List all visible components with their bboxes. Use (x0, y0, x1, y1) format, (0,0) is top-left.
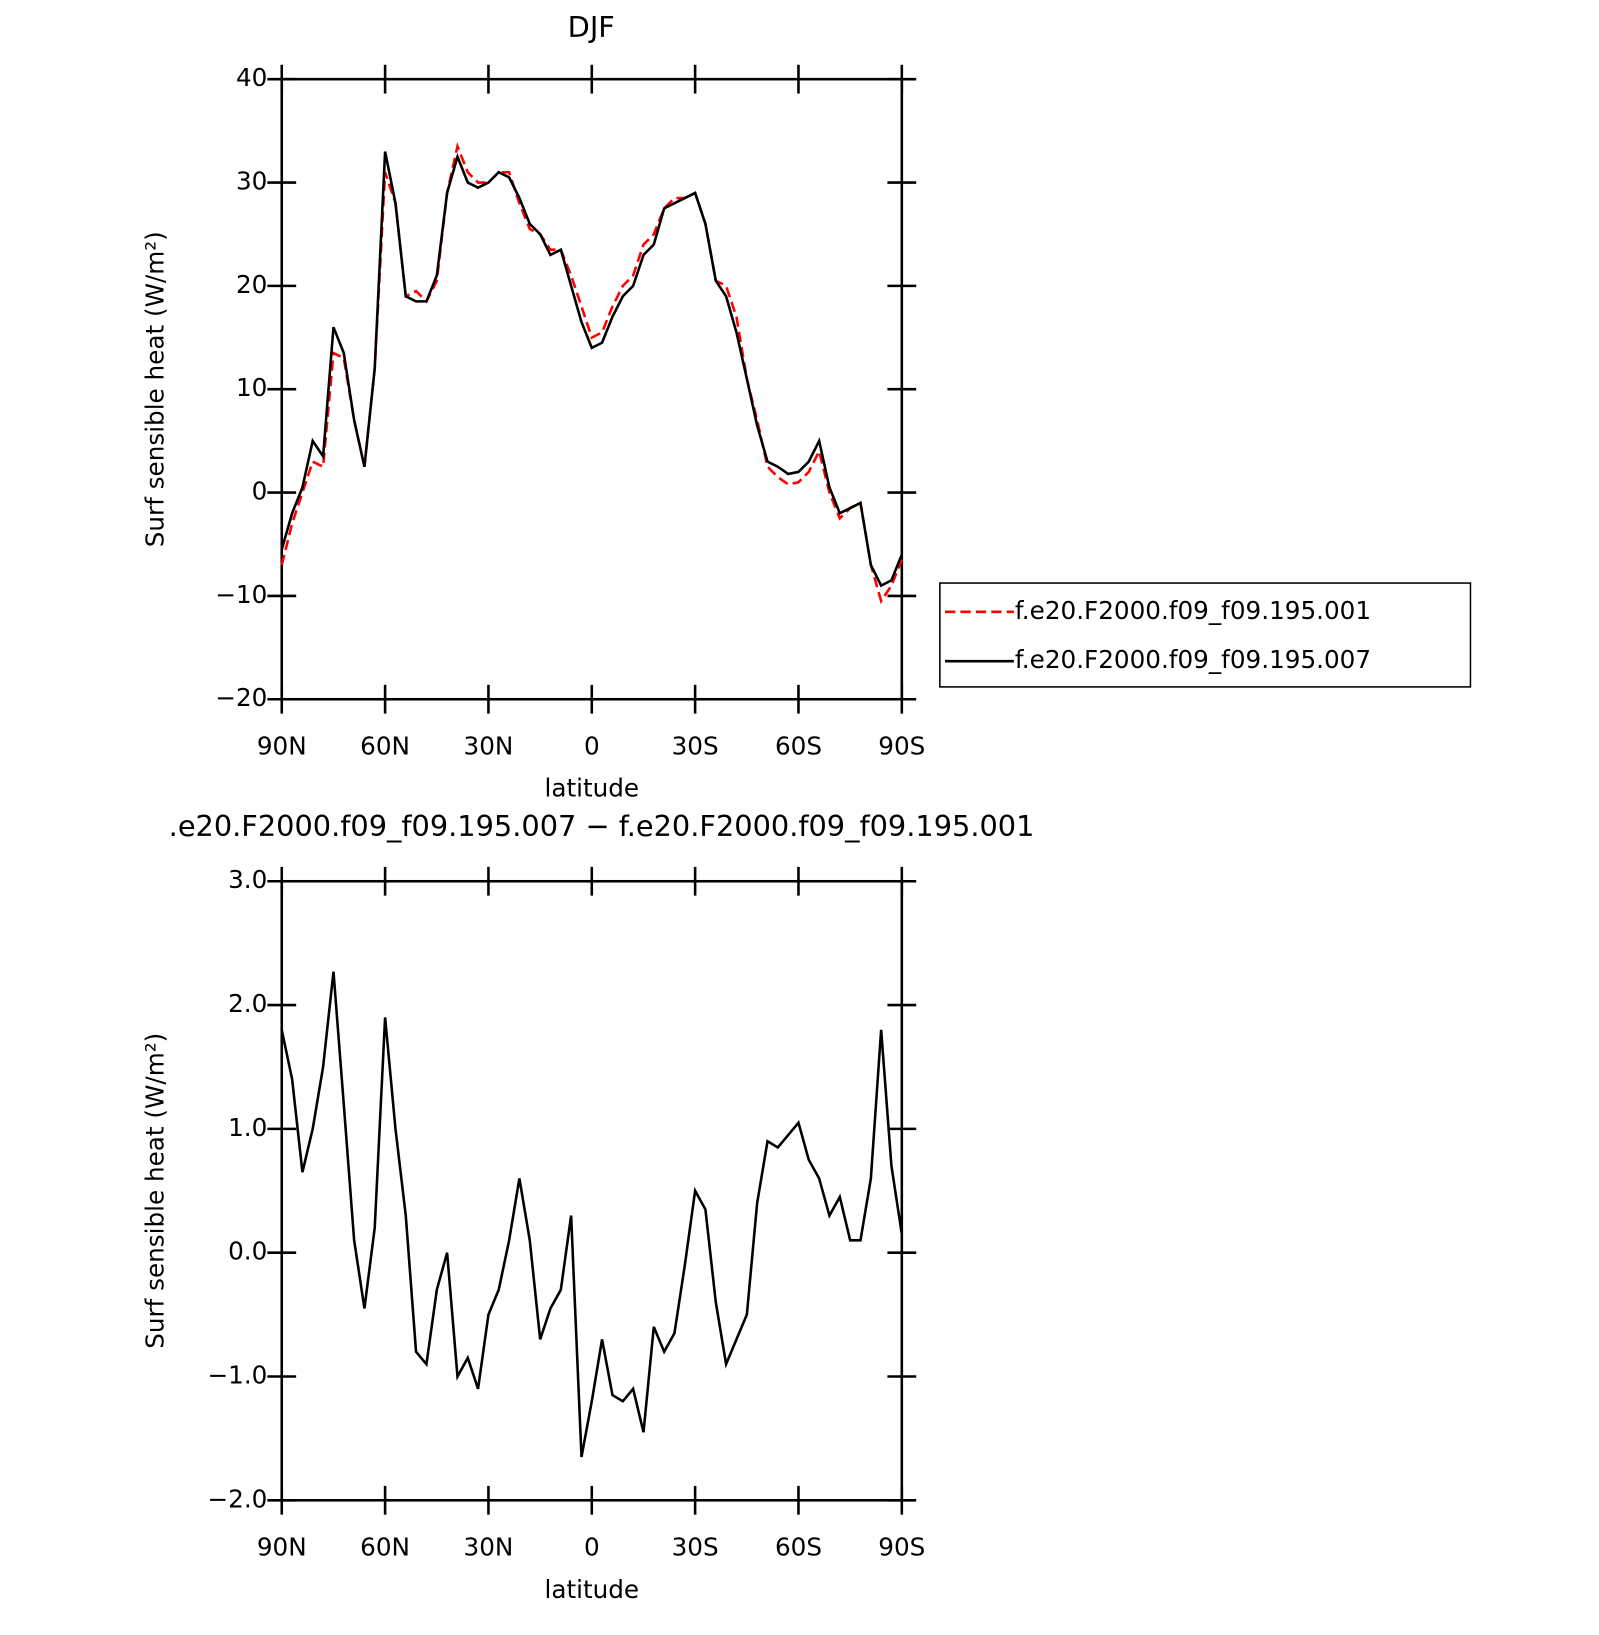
chart-title: .e20.F2000.f09_f09.195.007 − f.e20.F2000… (169, 809, 1035, 843)
x-tick-label: 90S (878, 732, 925, 761)
x-tick-label: 30N (464, 1533, 514, 1562)
x-tick-label: 30S (672, 732, 719, 761)
x-tick-label: 60N (360, 1533, 410, 1562)
x-tick-label: 30S (672, 1533, 719, 1562)
line-series (280, 151, 904, 588)
legend-label: f.e20.F2000.f09_f09.195.007 (1015, 645, 1371, 674)
y-tick-label: 1.0 (228, 1113, 267, 1142)
x-tick-label: 90N (257, 732, 307, 761)
y-tick-label: 0 (252, 477, 268, 506)
x-tick-label: 0 (584, 732, 600, 761)
y-tick-label: −10 (215, 580, 267, 609)
y-axis-label: Surf sensible heat (W/m²) (140, 231, 169, 547)
y-tick-label: 3.0 (228, 865, 267, 894)
x-axis-label: latitude (544, 774, 639, 803)
x-tick-label: 0 (584, 1533, 600, 1562)
y-tick-label: 2.0 (228, 989, 267, 1018)
x-tick-label: 60S (775, 732, 822, 761)
x-axis-label: latitude (544, 1575, 639, 1604)
x-tick-label: 30N (464, 732, 514, 761)
legend-box (939, 582, 1472, 688)
x-tick-label: 90N (257, 1533, 307, 1562)
y-tick-label: 10 (236, 373, 267, 402)
y-tick-label: 40 (236, 63, 267, 92)
y-axis-label: Surf sensible heat (W/m²) (140, 1033, 169, 1349)
y-tick-label: −1.0 (207, 1360, 267, 1389)
y-tick-label: 20 (236, 270, 267, 299)
line-series (280, 971, 904, 1458)
legend-label: f.e20.F2000.f09_f09.195.001 (1015, 596, 1371, 625)
x-tick-label: 90S (878, 1533, 925, 1562)
plot-frame (280, 77, 904, 701)
y-tick-label: 30 (236, 167, 267, 196)
x-tick-label: 60N (360, 732, 410, 761)
x-tick-label: 60S (775, 1533, 822, 1562)
y-tick-label: −2.0 (207, 1484, 267, 1513)
y-tick-label: 0.0 (228, 1237, 267, 1266)
y-tick-label: −20 (215, 683, 267, 712)
chart-title: DJF (568, 10, 615, 44)
